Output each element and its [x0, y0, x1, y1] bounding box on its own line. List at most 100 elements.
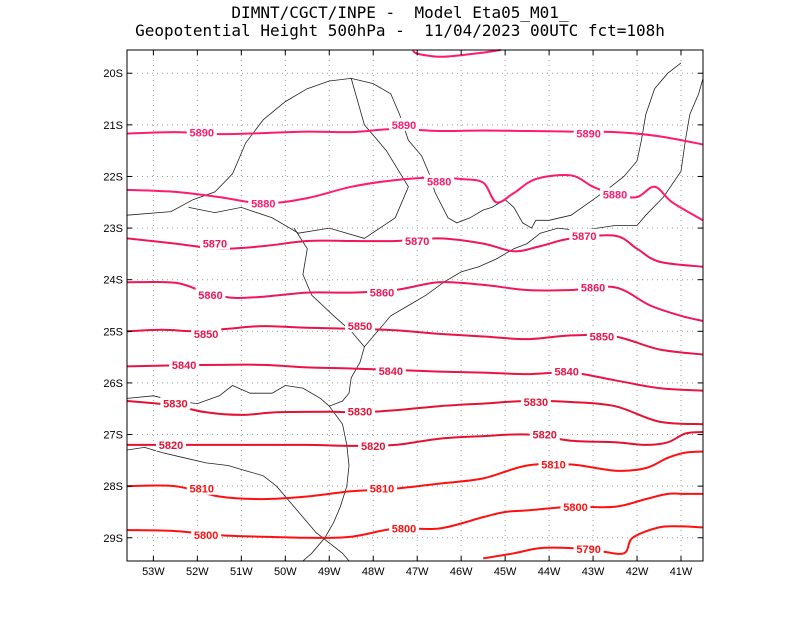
contour-line	[411, 49, 501, 58]
lon-tick-label: 50W	[274, 566, 297, 578]
lat-tick-label: 22S	[103, 171, 123, 183]
contour-label: 5820	[532, 430, 556, 442]
contour-label-bg	[191, 528, 222, 542]
lon-tick-label: 44W	[538, 566, 561, 578]
contour-label: 5870	[572, 231, 596, 243]
contour-label: 5840	[554, 367, 578, 379]
lat-tick-label: 21S	[103, 120, 123, 132]
contour-label: 5890	[190, 128, 214, 140]
contour-label-bg	[573, 542, 604, 556]
contour-label: 5860	[198, 290, 222, 302]
coastline3-line	[126, 446, 350, 562]
lon-tick-label: 46W	[450, 566, 473, 578]
lat-tick-label: 27S	[103, 430, 123, 442]
contour-line	[126, 399, 704, 426]
contour-label: 5860	[370, 288, 394, 300]
contour-label: 5840	[172, 360, 196, 372]
contour-label: 5800	[392, 523, 416, 535]
contour-label: 5820	[361, 441, 385, 453]
contour-label-bg	[248, 196, 279, 210]
lon-tick-label: 42W	[626, 566, 649, 578]
contour-label-bg	[367, 285, 398, 299]
contour-label-bg	[389, 117, 420, 131]
title-line-2: Geopotential Height 500hPa - 11/04/2023 …	[135, 21, 665, 40]
title-line-1: DIMNT/CGCT/INPE - Model Eta05_M01_	[231, 3, 569, 22]
lon-tick-label: 43W	[582, 566, 605, 578]
contour-label-bg	[186, 125, 217, 139]
lon-tick-label: 47W	[406, 566, 429, 578]
contour-label: 5880	[251, 198, 275, 210]
contour-label-bg	[169, 357, 200, 371]
contour-label: 5880	[427, 177, 451, 189]
contour-label: 5800	[194, 530, 218, 542]
contour-label: 5860	[581, 282, 605, 294]
contour-label: 5880	[603, 190, 627, 202]
contour-label-bg	[345, 404, 376, 418]
contour-label: 5830	[348, 406, 372, 418]
contour-label: 5850	[194, 329, 218, 341]
contour-label-bg	[367, 481, 398, 495]
contour-label-bg	[551, 364, 582, 378]
contour-label-bg	[573, 126, 604, 140]
contour-label: 5850	[590, 331, 614, 343]
contour-label-bg	[155, 437, 186, 451]
contour-label: 5810	[370, 484, 394, 496]
gridlines	[127, 50, 703, 561]
lat-tick-label: 26S	[103, 378, 123, 390]
contour-label-bg	[186, 481, 217, 495]
contour-label: 5870	[405, 236, 429, 248]
state-border-line	[188, 78, 409, 239]
contour-label: 5840	[379, 366, 403, 378]
coastline-line	[126, 62, 682, 229]
lat-tick-label: 23S	[103, 223, 123, 235]
contour-label-bg	[578, 280, 609, 294]
contour-label-bg	[520, 395, 551, 409]
contour-label-bg	[389, 521, 420, 535]
lon-tick-label: 41W	[670, 566, 693, 578]
contour-label-bg	[529, 427, 560, 441]
contour-label: 5830	[163, 399, 187, 411]
contour-label: 5820	[159, 440, 183, 452]
contour-line	[126, 450, 704, 501]
contour-label-bg	[538, 457, 569, 471]
contour-line	[126, 431, 704, 447]
contour-label-bg	[586, 329, 617, 343]
lon-tick-label: 45W	[494, 566, 517, 578]
contour-label-bg	[345, 319, 376, 333]
contour-label: 5850	[348, 321, 372, 333]
contour-label-bg	[375, 364, 406, 378]
contour-label-bg	[199, 236, 230, 250]
contour-label: 5890	[576, 129, 600, 141]
coastline4-line	[302, 405, 350, 562]
contour-label-bg	[160, 396, 191, 410]
contour-label: 5830	[524, 397, 548, 409]
contour-line	[126, 492, 703, 539]
map-title: DIMNT/CGCT/INPE - Model Eta05_M01_ Geopo…	[0, 4, 800, 40]
contour-label-bg	[195, 288, 226, 302]
contour-label: 5810	[190, 484, 214, 496]
lat-tick-label: 29S	[103, 533, 123, 545]
contour-label: 5810	[541, 459, 565, 471]
contour-label-bg	[358, 438, 389, 452]
contour-labels: 5890 5890 5890 5880 5880 5880 5870 5870 5870 5860…	[155, 117, 631, 556]
lat-tick-label: 24S	[103, 275, 123, 287]
contour-line	[483, 525, 704, 560]
contour-label: 5890	[392, 120, 416, 132]
lon-tick-label: 53W	[142, 566, 165, 578]
contour-label-bg	[402, 233, 433, 247]
contour-label: 5800	[563, 502, 587, 514]
lon-tick-label: 52W	[186, 566, 209, 578]
plot-frame	[126, 49, 704, 562]
lon-tick-label: 49W	[318, 566, 341, 578]
contour-label: 5870	[203, 239, 227, 251]
axis-ticks: 53W 52W 51W 50W 49W 48W 47W 46W 45W 44W 43W 42W 41W 2…	[103, 50, 703, 578]
lon-tick-label: 48W	[362, 566, 385, 578]
lon-tick-label: 51W	[230, 566, 253, 578]
contour-label-bg	[424, 174, 455, 188]
contour-label-bg	[191, 326, 222, 340]
contour-line	[126, 234, 704, 268]
coastline2-line	[126, 78, 704, 407]
contour-label-bg	[600, 187, 631, 201]
lat-tick-label: 20S	[103, 68, 123, 80]
